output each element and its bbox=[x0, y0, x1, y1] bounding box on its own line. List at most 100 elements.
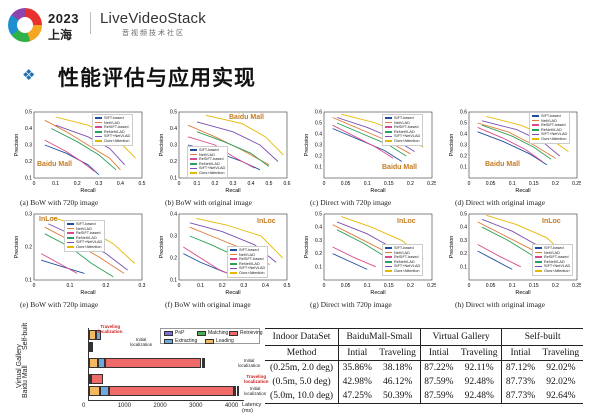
panel-dataset-label: InLoc bbox=[257, 218, 276, 225]
legend-swatch bbox=[95, 131, 102, 133]
x-axis-label: Recall bbox=[370, 290, 385, 296]
legend-label: ReSIFT-based bbox=[544, 255, 569, 260]
legend-swatch bbox=[535, 256, 542, 258]
legend-swatch bbox=[190, 167, 197, 170]
x-tick-label: 0 bbox=[323, 283, 326, 289]
legend-entry: ReNetVLAD bbox=[532, 128, 567, 133]
legend-entry: Ours+Attention bbox=[385, 139, 420, 144]
legend-entry: ReNetVLAD bbox=[190, 162, 225, 167]
legend-entry: ReSIFT-based bbox=[67, 231, 102, 236]
legend-swatch bbox=[532, 115, 539, 117]
y-tick-label: 0.2 bbox=[170, 159, 177, 165]
legend-entry: SIFT+NetVLAD bbox=[385, 264, 420, 269]
legend-entry: Ours+Attention bbox=[230, 271, 265, 276]
legend-entry: SIFT+NetVLAD bbox=[535, 264, 570, 269]
legend-label: NetVLAD bbox=[104, 120, 120, 125]
legend-swatch bbox=[190, 149, 197, 151]
legend-label: ReNetVLAD bbox=[544, 259, 565, 264]
legend-swatch bbox=[67, 246, 74, 248]
legend-entry: NetVLAD bbox=[532, 119, 567, 124]
latency-bar-segment bbox=[201, 358, 204, 368]
legend-label: ReSIFT-based bbox=[394, 125, 419, 130]
legend-swatch bbox=[230, 272, 237, 274]
legend-swatch bbox=[385, 251, 392, 254]
latency-annotation: Traveling localization bbox=[98, 324, 123, 334]
pr-chart-panel: 0 0.1 0.2 0.3 0.1 0.2 0.3 Recall Precision InLoc S… bbox=[12, 210, 146, 312]
legend-label: Ours+Attention bbox=[104, 138, 130, 143]
series-line bbox=[477, 131, 548, 166]
chart-legend: SIFT-based NetVLAD ReSIFT-based ReNetVLAD SI… bbox=[92, 114, 134, 146]
legend-label: NetVLAD bbox=[541, 118, 557, 123]
table-cell: 87.73% bbox=[501, 389, 539, 404]
legend-entry: ReNetVLAD bbox=[95, 130, 130, 135]
x-tick-label: 0.15 bbox=[529, 181, 539, 187]
y-tick-label: 0.2 bbox=[460, 154, 467, 160]
legend-entry: ReSIFT-based bbox=[385, 125, 420, 130]
legend-entry: SIFT-based bbox=[385, 116, 420, 121]
legend-swatch bbox=[190, 153, 197, 156]
series-line bbox=[477, 244, 521, 268]
legend-entry: ReNetVLAD bbox=[535, 260, 570, 265]
legend-swatch bbox=[535, 265, 542, 268]
legend-label: SIFT-based bbox=[541, 114, 561, 118]
table-row: (5.0m, 10.0 deg) 47.25% 50.39% 87.59% 92… bbox=[265, 389, 583, 404]
legend-swatch bbox=[205, 338, 214, 344]
legend-swatch bbox=[385, 247, 392, 249]
table-cell: 92.64% bbox=[538, 389, 583, 404]
legend-swatch bbox=[190, 172, 197, 174]
legend-swatch bbox=[532, 138, 539, 140]
legend-entry: SIFT+NetVLAD bbox=[67, 240, 102, 245]
y-axis-label: Precision bbox=[14, 236, 20, 259]
series-line bbox=[51, 128, 117, 171]
y-axis-label: Precision bbox=[159, 236, 165, 259]
y-tick-label: 0.3 bbox=[460, 143, 467, 149]
legend-label: ReSIFT-based bbox=[394, 255, 419, 260]
latency-legend-entry: PnP bbox=[164, 330, 184, 336]
table-cell: 87.22% bbox=[424, 363, 454, 373]
latency-bar-segment bbox=[96, 330, 102, 340]
latency-bar-segment bbox=[233, 386, 237, 396]
x-axis-label: Recall bbox=[80, 290, 95, 296]
x-axis-label: Latency (ms) bbox=[242, 402, 262, 414]
table-cell: 87.73% bbox=[505, 377, 536, 387]
x-tick-label: 0.1 bbox=[509, 181, 516, 187]
legend-swatch bbox=[67, 227, 74, 230]
legend-entry: SIFT-based bbox=[67, 222, 102, 227]
legend-swatch bbox=[385, 126, 392, 128]
table-subheader-row: Method Intial Traveling Intial Traveling… bbox=[265, 345, 583, 361]
legend-entry: NetVLAD bbox=[385, 121, 420, 126]
legend-entry: ReSIFT-based bbox=[230, 257, 265, 262]
brand-subtitle: 音视频技术社区 bbox=[122, 30, 185, 37]
latency-legend-entry: Extracting bbox=[164, 338, 197, 344]
series-line bbox=[332, 246, 376, 268]
chart-legend: SIFT-based NetVLAD ReSIFT-based ReNetVLAD SI… bbox=[187, 146, 229, 178]
y-tick-label: 0.3 bbox=[170, 143, 177, 149]
legend-swatch bbox=[385, 121, 392, 124]
legend-label: SIFT-based bbox=[199, 148, 219, 152]
legend-swatch bbox=[535, 251, 542, 254]
legend-swatch bbox=[229, 330, 238, 336]
legend-label: SIFT-based bbox=[76, 222, 96, 226]
chart-legend: SIFT-based NetVLAD ReSIFT-based ReNetVLAD SI… bbox=[382, 114, 424, 146]
y-axis-line bbox=[88, 328, 89, 400]
table-cell: 92.02% bbox=[546, 377, 576, 387]
legend-entry: Ours+Attention bbox=[67, 245, 102, 250]
legend-label: ReSIFT-based bbox=[541, 123, 566, 128]
x-tick-label: 3000 bbox=[189, 403, 203, 409]
bullet-diamond-icon: ❖ bbox=[22, 67, 36, 84]
x-tick-label: 0.2 bbox=[74, 181, 81, 187]
legend-entry: ReNetVLAD bbox=[67, 236, 102, 241]
legend-swatch bbox=[532, 124, 539, 126]
legend-label: SIFT+NetVLAD bbox=[541, 132, 568, 137]
y-axis-label: Precision bbox=[304, 134, 310, 157]
table-header-row: Indoor DataSet BaiduMall-Small Virtual G… bbox=[265, 328, 583, 346]
plot-frame bbox=[468, 111, 578, 179]
latency-bar-segment bbox=[89, 330, 97, 340]
y-tick-label: 0.1 bbox=[170, 176, 177, 182]
x-tick-label: 0.1 bbox=[509, 283, 516, 289]
legend-label: SIFT+NetVLAD bbox=[76, 240, 103, 245]
y-tick-label: 0.4 bbox=[25, 126, 32, 132]
legend-swatch bbox=[230, 253, 237, 256]
x-tick-label: 0.1 bbox=[67, 283, 74, 289]
table-cell: 38.18% bbox=[375, 360, 421, 375]
